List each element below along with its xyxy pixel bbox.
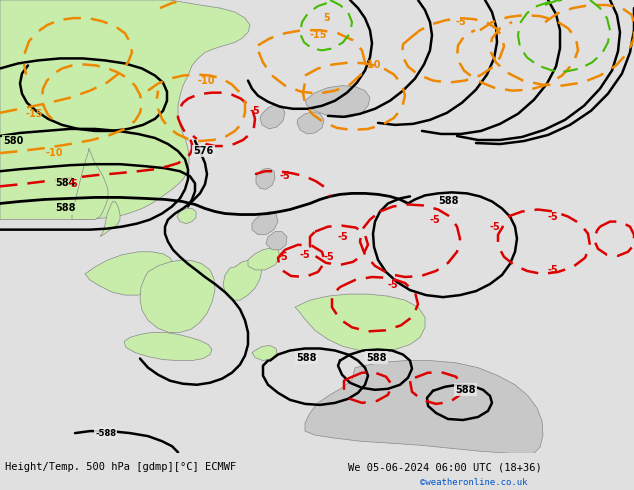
Polygon shape [124, 332, 212, 361]
Polygon shape [223, 260, 262, 300]
Text: -5: -5 [430, 215, 441, 224]
Text: -5: -5 [280, 172, 291, 181]
Text: Height/Temp. 500 hPa [gdmp][°C] ECMWF: Height/Temp. 500 hPa [gdmp][°C] ECMWF [5, 462, 236, 472]
Text: -5: -5 [323, 252, 333, 262]
Polygon shape [85, 252, 174, 295]
Polygon shape [177, 209, 196, 223]
Text: 5: 5 [323, 13, 330, 23]
Polygon shape [256, 168, 275, 189]
Text: 588: 588 [366, 353, 387, 363]
Text: -5: -5 [300, 250, 311, 260]
Polygon shape [248, 248, 280, 270]
Text: We 05-06-2024 06:00 UTC (18+36): We 05-06-2024 06:00 UTC (18+36) [348, 462, 541, 472]
Text: -15: -15 [310, 30, 328, 40]
Polygon shape [252, 212, 278, 235]
Text: -5: -5 [490, 221, 501, 232]
Text: -10: -10 [45, 148, 63, 158]
Text: 576: 576 [193, 146, 213, 156]
Text: -588: -588 [95, 429, 116, 438]
Polygon shape [305, 86, 370, 118]
Text: -5: -5 [278, 252, 288, 262]
Polygon shape [266, 232, 287, 250]
Text: 588: 588 [55, 203, 75, 214]
Text: -5: -5 [68, 179, 79, 189]
Text: -10: -10 [363, 60, 380, 71]
Text: 588: 588 [455, 385, 476, 395]
Text: -15: -15 [25, 109, 42, 119]
Text: -5: -5 [548, 212, 559, 221]
Text: 584: 584 [55, 178, 75, 188]
Text: 580: 580 [3, 136, 23, 146]
Text: 588: 588 [438, 196, 458, 206]
Text: -5: -5 [388, 280, 399, 290]
Text: -5: -5 [455, 17, 466, 27]
Text: -5: -5 [250, 106, 261, 116]
Text: -5: -5 [548, 265, 559, 275]
Polygon shape [0, 0, 250, 220]
Polygon shape [252, 345, 277, 361]
Polygon shape [72, 148, 108, 220]
Polygon shape [297, 112, 324, 134]
Text: 588: 588 [296, 353, 316, 363]
Text: -5: -5 [338, 232, 349, 242]
Polygon shape [295, 294, 425, 351]
Polygon shape [100, 201, 120, 237]
Polygon shape [305, 361, 543, 453]
Text: ©weatheronline.co.uk: ©weatheronline.co.uk [420, 478, 527, 487]
Polygon shape [260, 105, 285, 129]
Polygon shape [140, 260, 215, 332]
Text: -10: -10 [198, 75, 216, 86]
